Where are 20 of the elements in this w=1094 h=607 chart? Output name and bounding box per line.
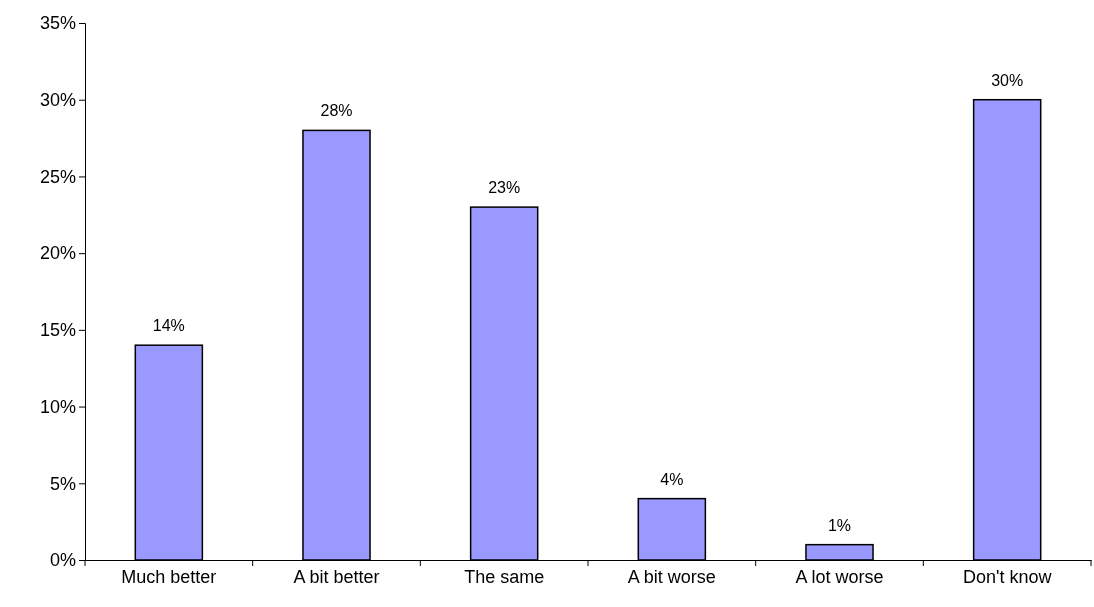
data-label: 23% xyxy=(488,179,521,197)
y-tick-label: 15% xyxy=(39,320,76,341)
y-tick-label: 25% xyxy=(39,166,76,187)
y-tick-label: 0% xyxy=(49,550,76,571)
y-tick-label: 10% xyxy=(39,396,76,417)
y-tick-label: 20% xyxy=(39,243,76,264)
y-tick-label: 30% xyxy=(39,89,76,110)
data-label: 4% xyxy=(660,470,684,488)
x-tick-label: A bit better xyxy=(293,566,380,587)
x-tick-label: A lot worse xyxy=(795,566,884,587)
x-tick-label: Don't know xyxy=(962,566,1053,587)
y-tick-label: 35% xyxy=(39,13,76,34)
x-tick-label: A bit worse xyxy=(627,566,716,587)
x-tick-label: Much better xyxy=(121,566,217,587)
data-label: 14% xyxy=(152,317,185,335)
data-label: 1% xyxy=(827,516,852,534)
data-label: 28% xyxy=(320,102,353,120)
y-tick-label: 5% xyxy=(49,473,76,494)
x-tick-label: The same xyxy=(464,566,545,587)
data-label: 30% xyxy=(991,71,1024,89)
